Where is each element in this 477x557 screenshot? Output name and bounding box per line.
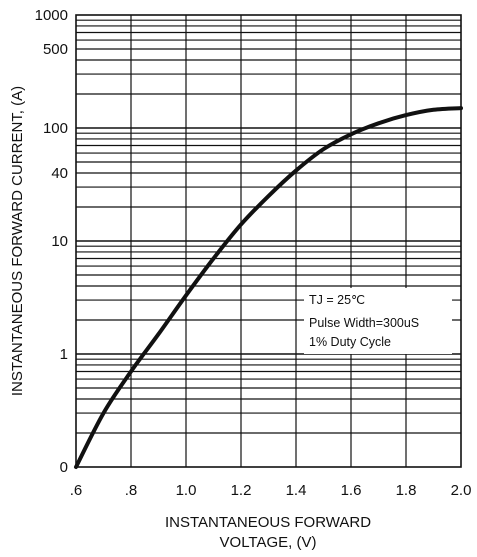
x-tick-label: 1.6 [341,482,362,499]
x-axis-tick-labels: .6 .8 1.0 1.2 1.4 1.6 1.8 2.0 [70,482,472,499]
y-tick-label: 1 [60,346,68,363]
y-axis-title: INSTANTANEOUS FORWARD CURRENT, (A) [9,86,26,396]
annotation-line-1: TJ = 25℃ [309,293,365,307]
y-tick-label: 40 [51,165,68,182]
y-tick-label: 100 [43,120,68,137]
y-tick-label: 10 [51,233,68,250]
x-tick-label: 1.4 [286,482,307,499]
annotation-line-3: 1% Duty Cycle [309,335,391,349]
grid [76,15,461,467]
annotation-background [304,288,452,354]
y-tick-label: 1000 [35,7,68,24]
x-tick-label: 1.2 [231,482,252,499]
x-axis-title-line-1: INSTANTANEOUS FORWARD [165,514,371,531]
annotation-box: TJ = 25℃ Pulse Width=300uS 1% Duty Cycle [304,288,452,354]
x-tick-label: 1.0 [176,482,197,499]
y-tick-label: 500 [43,41,68,58]
series-line [74,106,463,469]
annotation-line-2: Pulse Width=300uS [309,316,419,330]
x-tick-label: .8 [125,482,138,499]
x-axis-title-line-2: VOLTAGE, (V) [220,534,317,551]
x-tick-label: 1.8 [396,482,417,499]
x-tick-label: .6 [70,482,83,499]
x-tick-label: 2.0 [451,482,472,499]
y-tick-label: 0 [60,459,68,476]
plot-frame [75,14,462,468]
